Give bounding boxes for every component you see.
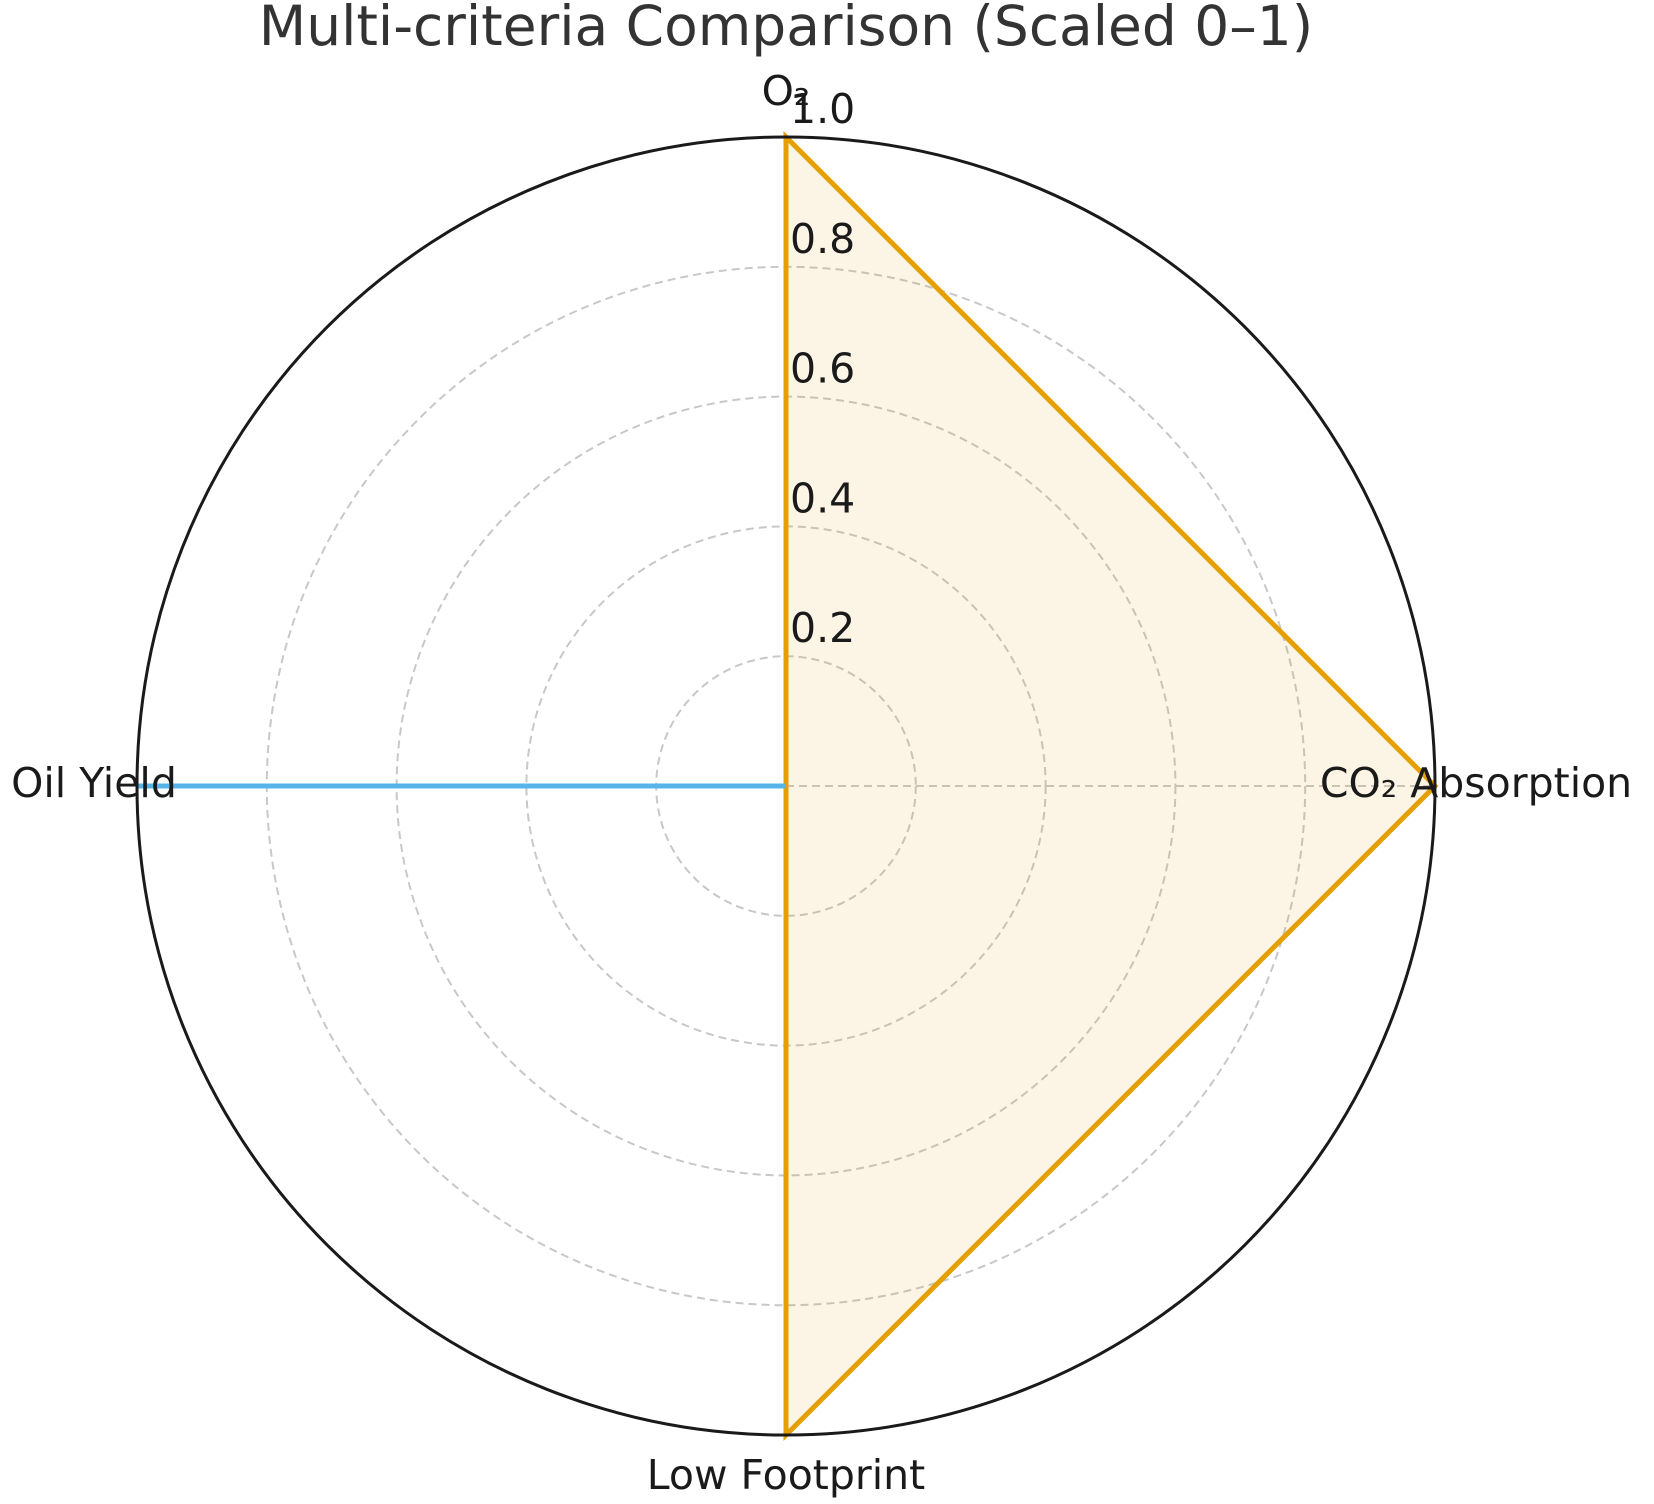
r-tick-label: 0.4 — [790, 474, 855, 522]
category-label: CO₂ Absorption — [1320, 759, 1632, 807]
r-tick-label: 1.0 — [790, 85, 855, 133]
category-label: Oil Yield — [11, 759, 177, 807]
chart-title: Multi-criteria Comparison (Scaled 0–1) — [259, 0, 1313, 58]
labels: 0.2 0.4 0.6 0.8 1.0O₂ CO₂ Absorption Low Footp… — [11, 67, 1632, 1499]
r-tick-label: 0.2 — [790, 604, 855, 652]
polar-frame — [135, 135, 1437, 1437]
plot-area — [137, 130, 1439, 1442]
r-tick-label: 0.8 — [790, 215, 855, 263]
r-tick-label: 0.6 — [790, 345, 855, 393]
category-label: Low Footprint — [647, 1451, 925, 1499]
category-label: O₂ — [762, 67, 811, 115]
